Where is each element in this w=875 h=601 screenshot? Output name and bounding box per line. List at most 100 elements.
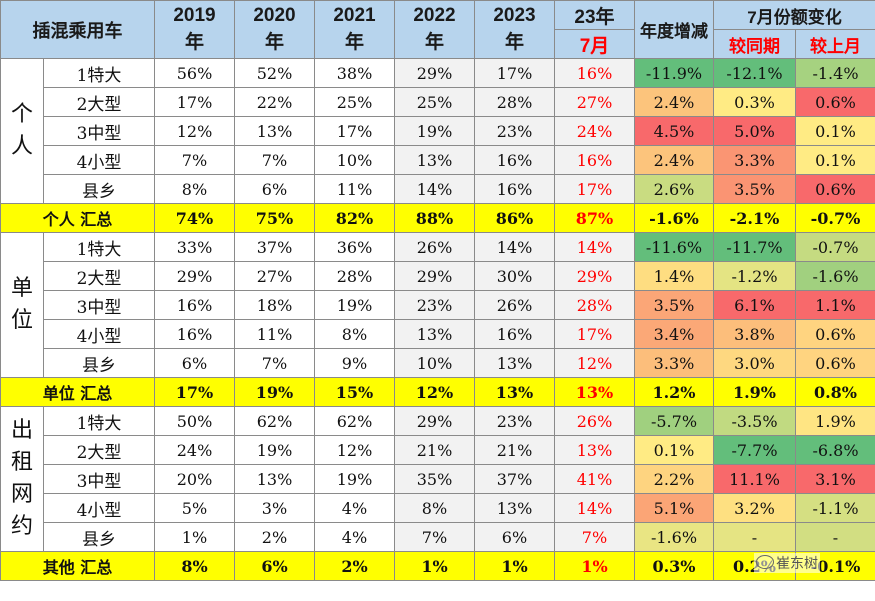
- total-share-cell: 86%: [474, 203, 555, 233]
- change-cell: 2.4%: [634, 87, 714, 117]
- total-share-cell: 19%: [234, 377, 315, 407]
- share-cell: 7%: [234, 145, 315, 175]
- total-row: 个人 汇总 74% 75% 82% 88% 86% 87% -1.6% -2.1% -0.7%: [0, 203, 875, 233]
- share-table: 插混乘用车 2019 年 2020 年 2021 年 2022 年 2023 年 23年 …: [0, 0, 875, 581]
- total-change-cell: -2.1%: [713, 203, 796, 233]
- share-cell: 1%: [154, 522, 235, 552]
- share-cell: 24%: [554, 116, 635, 146]
- share-cell: 2%: [234, 522, 315, 552]
- category-cell: 县乡: [43, 522, 155, 552]
- group-label: 个人: [0, 58, 44, 204]
- change-cell: 5.1%: [634, 493, 714, 523]
- share-cell: 3%: [234, 493, 315, 523]
- share-cell: 12%: [154, 116, 235, 146]
- change-cell: 3.4%: [634, 319, 714, 349]
- change-cell: 0.6%: [795, 87, 875, 117]
- change-cell: 0.1%: [795, 145, 875, 175]
- change-cell: -1.2%: [713, 261, 796, 291]
- year-header: 2023 年: [474, 0, 555, 59]
- total-label: 单位 汇总: [0, 377, 155, 407]
- share-cell: 22%: [234, 87, 315, 117]
- share-cell: 14%: [394, 174, 475, 204]
- change-cell: -3.5%: [713, 406, 796, 436]
- share-cell: 11%: [314, 174, 395, 204]
- share-cell: 23%: [474, 406, 555, 436]
- share-cell: 10%: [314, 145, 395, 175]
- share-cell: 16%: [554, 58, 635, 88]
- table-row: 2大型 29% 27% 28% 29% 30% 29% 1.4% -1.2% -1.6%: [1, 261, 875, 291]
- change-cell: 1.9%: [795, 406, 875, 436]
- share-cell: 27%: [234, 261, 315, 291]
- change-cell: -6.8%: [795, 435, 875, 465]
- share-cell: 19%: [314, 464, 395, 494]
- total-label: 个人 汇总: [0, 203, 155, 233]
- share-cell: 6%: [474, 522, 555, 552]
- change-cell: 3.5%: [634, 290, 714, 320]
- share-cell: 33%: [154, 232, 235, 262]
- y23-header: 23年: [554, 0, 635, 30]
- total-change-cell: -1.6%: [634, 203, 714, 233]
- share-cell: 36%: [314, 232, 395, 262]
- share-cell: 6%: [154, 348, 235, 378]
- share-cell: 29%: [394, 406, 475, 436]
- table-row: 4小型 5% 3% 4% 8% 13% 14% 5.1% 3.2% -1.1%: [1, 493, 875, 523]
- share-cell: 8%: [154, 174, 235, 204]
- category-cell: 2大型: [43, 87, 155, 117]
- change-cell: -: [713, 522, 796, 552]
- share-cell: 8%: [314, 319, 395, 349]
- change-cell: -1.1%: [795, 493, 875, 523]
- total-change-cell: 1.2%: [634, 377, 714, 407]
- change-cell: -0.7%: [795, 232, 875, 262]
- share-cell: 13%: [234, 464, 315, 494]
- share-cell: 25%: [394, 87, 475, 117]
- group-label: 出租网约: [0, 406, 44, 552]
- table-row: 4小型 16% 11% 8% 13% 16% 17% 3.4% 3.8% 0.6%: [1, 319, 875, 349]
- category-cell: 县乡: [43, 174, 155, 204]
- category-cell: 3中型: [43, 116, 155, 146]
- change-cell: 3.3%: [634, 348, 714, 378]
- share-cell: 29%: [394, 58, 475, 88]
- table-row: 4小型 7% 7% 10% 13% 16% 16% 2.4% 3.3% 0.1%: [1, 145, 875, 175]
- share-cell: 19%: [314, 290, 395, 320]
- change-cell: 3.5%: [713, 174, 796, 204]
- change-cell: 6.1%: [713, 290, 796, 320]
- change-cell: 0.6%: [795, 348, 875, 378]
- total-share-cell: 82%: [314, 203, 395, 233]
- share-cell: 35%: [394, 464, 475, 494]
- total-share-cell: 8%: [154, 551, 235, 581]
- share-cell: 38%: [314, 58, 395, 88]
- total-share-cell: 74%: [154, 203, 235, 233]
- share-cell: 14%: [554, 493, 635, 523]
- year-header: 2022 年: [394, 0, 475, 59]
- change-cell: 1.1%: [795, 290, 875, 320]
- share-cell: 13%: [554, 435, 635, 465]
- total-share-cell: 13%: [554, 377, 635, 407]
- change-cell: 3.1%: [795, 464, 875, 494]
- table-row: 县乡 8% 6% 11% 14% 16% 17% 2.6% 3.5% 0.6%: [1, 174, 875, 204]
- total-change-cell: 0.8%: [795, 377, 875, 407]
- change-cell: -11.6%: [634, 232, 714, 262]
- share-cell: 37%: [474, 464, 555, 494]
- share-cell: 11%: [234, 319, 315, 349]
- share-cell: 12%: [314, 435, 395, 465]
- total-change-cell: 1.9%: [713, 377, 796, 407]
- share-cell: 8%: [394, 493, 475, 523]
- share-cell: 52%: [234, 58, 315, 88]
- share-cell: 29%: [394, 261, 475, 291]
- share-cell: 10%: [394, 348, 475, 378]
- change-cell: 0.1%: [795, 116, 875, 146]
- table-row: 县乡 1% 2% 4% 7% 6% 7% -1.6% - -: [1, 522, 875, 552]
- change-cell: 0.1%: [634, 435, 714, 465]
- share-cell: 5%: [154, 493, 235, 523]
- share-cell: 28%: [554, 290, 635, 320]
- share-cell: 18%: [234, 290, 315, 320]
- share-cell: 12%: [554, 348, 635, 378]
- share-cell: 13%: [394, 145, 475, 175]
- share-cell: 29%: [154, 261, 235, 291]
- share-cell: 21%: [474, 435, 555, 465]
- share-cell: 56%: [154, 58, 235, 88]
- change-cell: 0.6%: [795, 319, 875, 349]
- change-cell: 2.4%: [634, 145, 714, 175]
- table-title: 插混乘用车: [0, 0, 155, 59]
- total-change-cell: 0.3%: [634, 551, 714, 581]
